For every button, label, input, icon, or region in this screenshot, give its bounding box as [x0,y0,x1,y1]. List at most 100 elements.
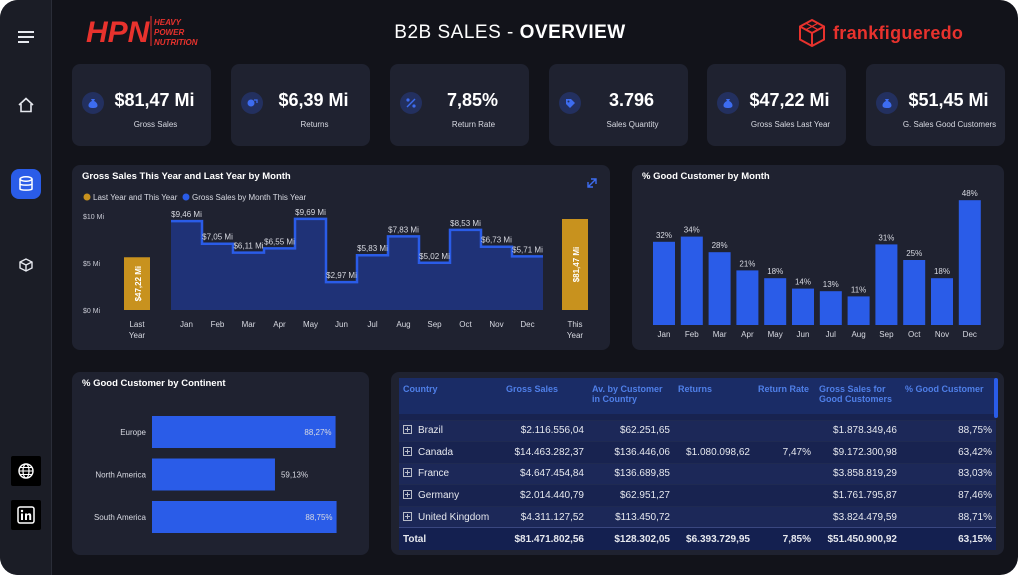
kpi-value: $51,45 Mi [908,90,989,110]
home-icon[interactable] [11,90,41,120]
kpi-card-returns: $6,39 Mi Returns [231,64,370,146]
x-tick-label: Sep [427,320,442,329]
x-tick-label: Jul [826,330,836,339]
last-year-axis-label: Year [129,331,146,340]
svg-text:POWER: POWER [154,28,184,37]
month-bar [958,200,981,325]
globe-icon[interactable] [11,456,41,486]
svg-text:NUTRITION: NUTRITION [154,38,198,47]
value-cell: $128.302,05 [588,527,674,550]
expand-plus-icon[interactable] [403,490,412,500]
expand-plus-icon[interactable] [403,446,412,456]
column-header[interactable]: Return Rate [754,378,815,414]
kpi-card-sales-quantity: 3.796 Sales Quantity [549,64,688,146]
kpi-label: Sales Quantity [606,120,659,129]
table-row[interactable]: Canada $14.463.282,37 $136.446,06 $1.080.09… [399,441,996,464]
continent-bar [152,458,275,491]
x-tick-label: Feb [685,330,699,339]
value-cell: $113.450,72 [588,505,674,528]
x-tick-label: Feb [211,320,225,329]
table-row[interactable]: France $4.647.454,84 $136.689,85 $3.858.819… [399,462,996,485]
boxes-icon[interactable] [11,250,41,280]
continent-bar [152,501,337,533]
table-row[interactable]: United Kingdom $4.311.127,52 $113.450,72 $3… [399,505,996,528]
legend-label-last-year: Last Year and This Year [93,193,178,202]
data-label: 48% [962,189,978,198]
expand-plus-icon[interactable] [403,425,412,435]
table-scrollbar[interactable] [994,378,998,418]
x-tick-label: Jan [658,330,671,339]
month-bar [931,278,953,325]
country-table: Country Gross Sales Av. by Customer in C… [399,378,996,550]
value-cell [754,484,815,507]
value-cell: $62.251,65 [588,419,674,442]
hamburger-icon[interactable] [11,22,41,52]
kpi-label: G. Sales Good Customers [902,120,997,129]
column-header[interactable]: Gross Sales for Good Customers [815,378,901,414]
kpi-card-good-customers: $51,45 Mi G. Sales Good Customers [866,64,1005,146]
hpn-logo: HPN HEAVY POWER NUTRITION [86,12,198,52]
country-cell: France [399,462,502,485]
data-label: $7,05 Mi [202,233,233,242]
this-year-axis-label: This [567,320,582,329]
brand-name: frankfigueredo [833,22,964,43]
sales-tag-icon [559,92,581,114]
kpi-label: Return Rate [451,120,496,129]
column-header[interactable]: Gross Sales [502,378,588,414]
expand-plus-icon[interactable] [403,468,412,478]
kpi-label: Gross Sales [133,120,178,129]
data-label: 13% [823,280,839,289]
x-tick-label: Mar [242,320,256,329]
kpi-value: $47,22 Mi [749,90,830,110]
country-cell: Germany [399,484,502,507]
database-icon[interactable] [11,169,41,199]
data-label: 25% [906,249,922,258]
value-cell: $1.761.795,87 [815,484,901,507]
value-cell [674,484,754,507]
good-customer-continent-card: % Good Customer by Continent Europe 88,27… [72,372,369,555]
chart-title: % Good Customer by Continent [82,378,226,389]
country-cell: Brazil [399,419,502,442]
value-cell: $14.463.282,37 [502,441,588,464]
data-label: 31% [878,233,894,242]
legend-label-this-year: Gross Sales by Month This Year [192,193,306,202]
linkedin-icon[interactable] [11,500,41,530]
data-label: 14% [795,278,811,287]
continent-bar [152,416,336,448]
column-header[interactable]: Av. by Customer in Country [588,378,674,414]
value-cell: 88,71% [901,505,996,528]
page-title-bold: OVERVIEW [519,22,626,43]
value-cell: 63,42% [901,441,996,464]
kpi-card-return-rate: 7,85% Return Rate [390,64,529,146]
good-customer-month-card: % Good Customer by Month 32% Jan 34% Feb 28%… [632,165,1004,350]
data-label: $6,11 Mi [233,242,263,251]
good-customer-continent-chart: Europe 88,27% North America 59,13% South Ame… [94,416,337,533]
table-row[interactable]: Germany $2.014.440,79 $62.951,27 $1.761.795… [399,484,996,507]
y-tick-label: $0 Mi [83,308,101,315]
legend-swatch-last-year [83,193,91,201]
expand-plus-icon[interactable] [403,511,412,521]
kpi-value: $81,47 Mi [114,90,195,110]
expand-icon[interactable] [580,171,604,195]
sidebar [0,0,52,575]
value-cell: 87,46% [901,484,996,507]
kpi-value: $6,39 Mi [278,90,349,110]
x-tick-label: Dec [520,320,534,329]
kpi-card-gross-sales: $81,47 Mi Gross Sales [72,64,211,146]
gross-sales-chart: Last Year and This Year Gross Sales by M… [83,193,588,340]
x-tick-label: Nov [935,330,949,339]
data-label: 32% [656,231,672,240]
kpi-label: Returns [300,120,329,129]
country-cell: United Kingdom [399,505,502,528]
column-header[interactable]: Returns [674,378,754,414]
table-row[interactable]: Brazil $2.116.556,04 $62.251,65 $1.878.349,… [399,419,996,442]
data-label: $9,46 Mi [171,210,202,219]
column-header[interactable]: % Good Customer [901,378,996,414]
last-year-axis-label: Last [129,320,145,329]
data-label: $5,83 Mi [357,244,388,253]
column-header[interactable]: Country [399,378,502,414]
x-tick-label: Apr [273,320,286,329]
value-cell: $51.450.900,92 [815,527,901,550]
month-bar [653,241,675,325]
